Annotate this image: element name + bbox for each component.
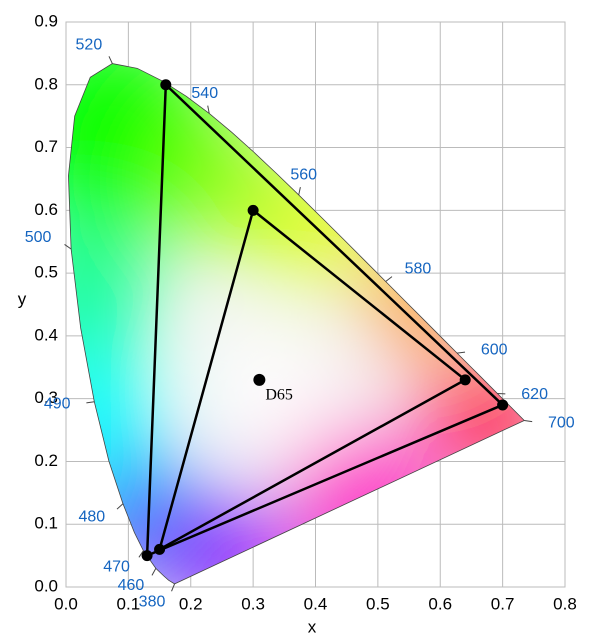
gamut-vertex: [247, 204, 259, 216]
y-tick-label: 0.5: [34, 263, 58, 282]
y-tick-label: 0.1: [34, 514, 58, 533]
x-tick-label: 0.8: [553, 594, 577, 613]
y-tick-label: 0.4: [34, 325, 58, 344]
x-tick-label: 0.0: [54, 594, 78, 613]
wavelength-label: 490: [44, 396, 71, 413]
wavelength-tick: [138, 550, 144, 558]
wavelength-label: 580: [405, 260, 432, 277]
wavelength-tick: [86, 401, 95, 404]
x-tick-label: 0.6: [428, 594, 452, 613]
wavelength-label: 470: [103, 558, 130, 575]
wavelength-tick: [64, 244, 72, 250]
wavelength-tick: [457, 351, 466, 354]
wavelength-label: 520: [76, 37, 103, 54]
wavelength-tick: [151, 568, 157, 576]
wavelength-label: 560: [290, 167, 317, 184]
gamut-vertex: [141, 550, 153, 562]
wavelength-tick: [171, 583, 176, 592]
x-tick-label: 0.5: [366, 594, 390, 613]
y-tick-label: 0.9: [34, 11, 58, 30]
white-point-label: D65: [265, 387, 293, 404]
y-axis-label: y: [18, 289, 27, 308]
x-tick-label: 0.2: [179, 594, 203, 613]
fill-blob: [430, 360, 525, 480]
y-tick-label: 0.0: [34, 576, 58, 595]
wavelength-tick: [385, 276, 393, 282]
gamut-vertex: [497, 399, 509, 411]
plot-frame: [65, 21, 566, 588]
gamut-vertex: [154, 543, 166, 555]
wavelength-label: 540: [191, 85, 218, 102]
x-tick-label: 0.4: [304, 594, 328, 613]
wavelength-tick: [207, 105, 210, 114]
wavelength-label: 600: [481, 342, 508, 359]
y-tick-label: 0.3: [34, 388, 58, 407]
wavelength-tick: [108, 56, 113, 64]
spectral-locus: [68, 63, 525, 585]
fill-blob: [290, 430, 430, 570]
y-tick-label: 0.7: [34, 137, 58, 156]
y-tick-label: 0.8: [34, 74, 58, 93]
fill-blob: [68, 230, 150, 370]
wavelength-tick: [298, 187, 301, 196]
fill-blob: [210, 330, 330, 450]
x-tick-label: 0.1: [117, 594, 141, 613]
wavelength-label: 500: [25, 229, 52, 246]
wavelength-label: 620: [521, 386, 548, 403]
wavelength-tick: [116, 503, 124, 510]
y-tick-label: 0.2: [34, 451, 58, 470]
gamut-vertex: [459, 374, 471, 386]
wavelength-label: 460: [118, 577, 145, 594]
white-point: [253, 373, 266, 386]
y-tick-label: 0.6: [34, 200, 58, 219]
gamut-triangle: [145, 81, 505, 558]
x-tick-label: 0.3: [241, 594, 265, 613]
x-tick-label: 0.7: [491, 594, 515, 613]
wavelength-label: 380: [139, 594, 166, 611]
wavelength-label: 700: [548, 415, 575, 432]
x-axis-label: x: [308, 617, 317, 636]
gamut-triangle: [157, 208, 468, 552]
gamut-vertex: [160, 79, 172, 91]
wavelength-label: 480: [78, 508, 105, 525]
wavelength-tick: [524, 419, 533, 423]
